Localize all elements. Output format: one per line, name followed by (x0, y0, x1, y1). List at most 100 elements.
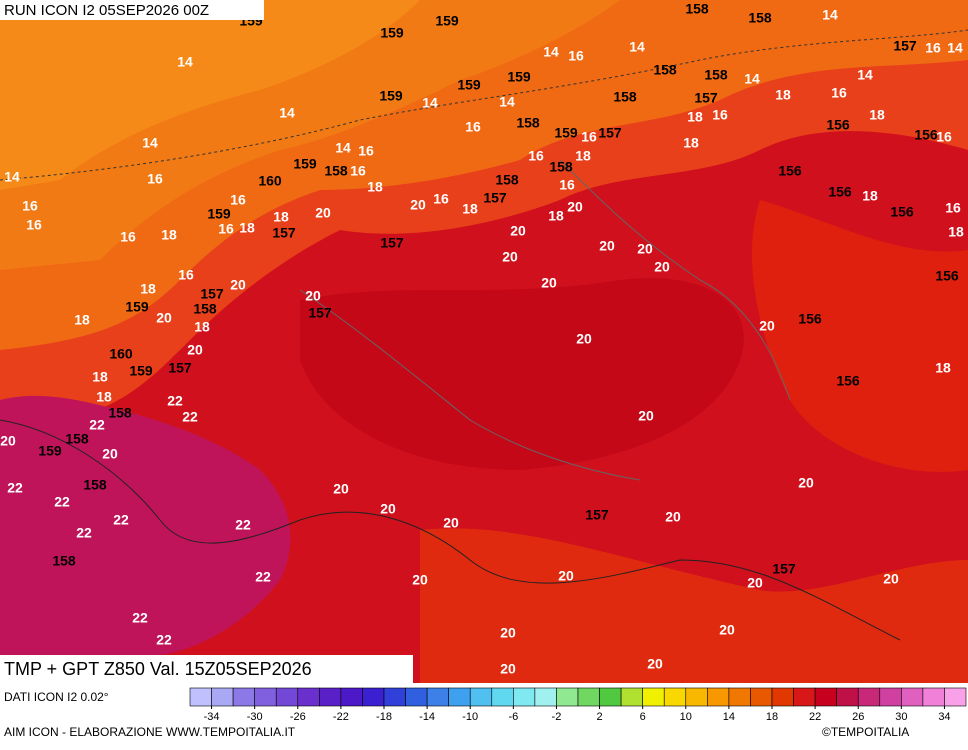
height-label: 156 (828, 184, 852, 200)
isotherm-label: 20 (883, 571, 899, 587)
map-labels: 14 14 14 14 16 16 16 16 18 16 18 18 20 18 20 18 18 22 22 22… (0, 0, 964, 677)
isotherm-label: 16 (433, 191, 449, 207)
colorbar-box (901, 687, 924, 707)
isotherm-label: 16 (218, 221, 234, 237)
height-label: 157 (694, 90, 718, 106)
isotherm-label: 20 (315, 205, 331, 221)
isotherm-label: 20 (305, 288, 321, 304)
isotherm-label: 14 (422, 95, 438, 111)
isotherm-label: 14 (744, 71, 760, 87)
height-label: 159 (554, 125, 578, 141)
isotherm-label: 18 (462, 201, 478, 217)
height-label: 157 (598, 125, 622, 141)
isotherm-label: 14 (335, 140, 351, 156)
colorbar-tick-label: -18 (376, 711, 392, 723)
height-label: 157 (483, 190, 507, 206)
colorbar-box (491, 687, 514, 707)
height-label: 158 (52, 553, 76, 569)
isotherm-label: 18 (273, 209, 289, 225)
colorbar-tick-label: -10 (462, 711, 478, 723)
height-label: 158 (704, 67, 728, 83)
isotherm-label: 18 (367, 179, 383, 195)
height-label: 159 (125, 299, 149, 315)
isotherm-label: 18 (683, 135, 699, 151)
colorbar-box (663, 687, 687, 707)
colorbar-box (857, 687, 881, 707)
height-label: 159 (38, 443, 62, 459)
isotherm-label: 14 (947, 40, 963, 56)
footer-right: ©TEMPOITALIA (822, 725, 909, 739)
colorbar-box (814, 687, 837, 707)
isotherm-label: 18 (239, 220, 255, 236)
height-label: 157 (380, 235, 404, 251)
isotherm-label: 20 (719, 622, 735, 638)
isotherm-label: 18 (775, 87, 791, 103)
height-label: 156 (798, 311, 822, 327)
footer-left: AIM ICON - ELABORAZIONE WWW.TEMPOITALIA.… (4, 725, 296, 739)
isotherm-label: 16 (712, 107, 728, 123)
height-label: 156 (826, 117, 850, 133)
colorbar-box (448, 687, 471, 707)
isotherm-label: 16 (147, 171, 163, 187)
colorbar-tick-label: -30 (247, 711, 263, 723)
isotherm-label: 14 (499, 94, 515, 110)
colorbar-box (836, 687, 859, 707)
isotherm-label: 14 (142, 135, 158, 151)
colorbar-tick-label: 14 (723, 711, 735, 723)
colorbar-box (254, 687, 277, 707)
height-label: 159 (379, 88, 403, 104)
height-label: 160 (109, 346, 133, 362)
isotherm-label: 20 (500, 661, 516, 677)
isotherm-label: 16 (465, 119, 481, 135)
height-label: 158 (108, 405, 132, 421)
isotherm-label: 20 (333, 481, 349, 497)
isotherm-label: 16 (568, 48, 584, 64)
colorbar-box (642, 687, 665, 707)
height-label: 159 (293, 156, 317, 172)
colorbar-tick-label: 18 (766, 711, 778, 723)
header: RUN ICON I2 05SEP2026 00Z (4, 2, 209, 19)
height-label: 158 (516, 115, 540, 131)
height-label: 159 (435, 13, 459, 29)
isotherm-label: 18 (575, 148, 591, 164)
isotherm-label: 20 (412, 572, 428, 588)
height-label: 158 (653, 62, 677, 78)
isotherm-label: 20 (576, 331, 592, 347)
colorbar-tick-label: 2 (596, 711, 602, 723)
isotherm-label: 16 (925, 40, 941, 56)
isotherm-label: 18 (948, 224, 964, 240)
colorbar-box (319, 687, 342, 707)
colorbar-tick-label: 26 (852, 711, 864, 723)
colorbar-box (232, 687, 255, 707)
isotherm-label: 22 (167, 393, 183, 409)
height-label: 160 (258, 173, 282, 189)
isotherm-label: 14 (822, 7, 838, 23)
colorbar-tick-label: -6 (508, 711, 518, 723)
isotherm-label: 22 (255, 569, 271, 585)
height-label: 158 (613, 89, 637, 105)
isotherm-label: 20 (156, 310, 172, 326)
isotherm-label: 18 (161, 227, 177, 243)
isotherm-label: 20 (599, 238, 615, 254)
isotherm-label: 18 (74, 312, 90, 328)
colorbar-tick-label: 6 (640, 711, 646, 723)
isotherm-label: 14 (857, 67, 873, 83)
colorbar-box (728, 687, 751, 707)
isotherm-label: 20 (443, 515, 459, 531)
colorbar-tick-label: -14 (419, 711, 435, 723)
isotherm-label: 22 (113, 512, 129, 528)
isotherm-label: 18 (96, 389, 112, 405)
height-label: 156 (935, 268, 959, 284)
isotherm-label: 16 (945, 200, 961, 216)
height-label: 159 (507, 69, 531, 85)
colorbar-box (599, 687, 622, 707)
isotherm-label: 18 (935, 360, 951, 376)
isotherm-label: 20 (654, 259, 670, 275)
title-box (0, 655, 413, 683)
isotherm-label: 22 (132, 610, 148, 626)
isotherm-label: 20 (230, 277, 246, 293)
header-box (0, 0, 264, 20)
height-label: 156 (890, 204, 914, 220)
colorbar-tick-label: 10 (680, 711, 692, 723)
map-background (0, 0, 968, 683)
